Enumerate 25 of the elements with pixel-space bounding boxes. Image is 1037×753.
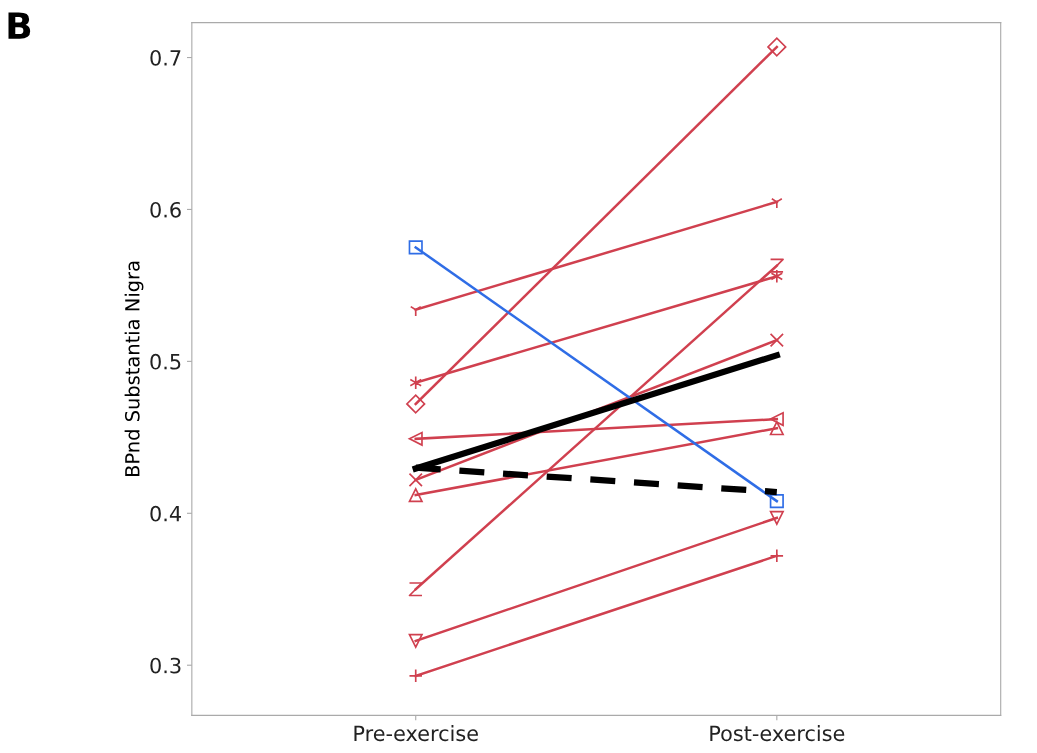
point [409, 375, 422, 390]
y-tick-label: 0.7 [150, 49, 181, 66]
point [408, 431, 423, 446]
x-tick-label: Pre-exercise [354, 725, 478, 742]
point [770, 269, 784, 284]
point [408, 487, 423, 503]
y-tick-label: 0.4 [150, 505, 181, 522]
y-tick-label: 0.5 [150, 353, 181, 370]
point [406, 394, 426, 414]
point [769, 333, 784, 348]
point [408, 582, 423, 597]
point [769, 510, 784, 525]
y-axis-title: BPnd Substantia Nigra [124, 261, 144, 477]
point [769, 258, 784, 273]
point [408, 472, 423, 487]
point [769, 421, 784, 436]
point [408, 240, 423, 255]
x-tick-label: Post-exercise [710, 725, 845, 742]
chart-title: B [8, 12, 31, 39]
point [769, 412, 784, 427]
point [408, 633, 423, 648]
y-tick-label: 0.3 [150, 657, 181, 674]
point [769, 494, 784, 509]
point [767, 37, 787, 57]
y-tick-label: 0.6 [150, 201, 181, 218]
